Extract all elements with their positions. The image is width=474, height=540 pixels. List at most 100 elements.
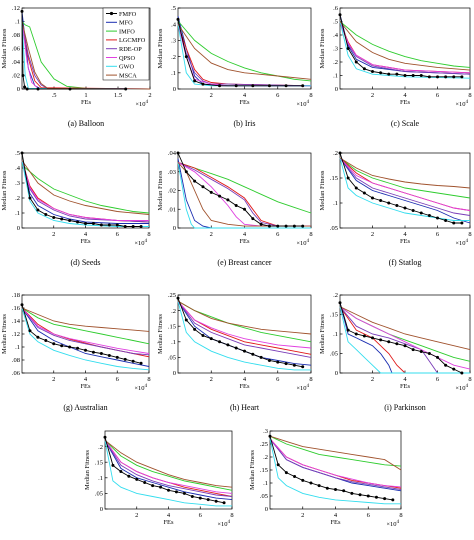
series-line-msca <box>177 300 312 335</box>
y-tick-label: .15 <box>330 175 338 182</box>
series-line-gwo <box>104 440 232 507</box>
fmfo-marker <box>292 224 296 228</box>
fmfo-marker <box>44 213 48 216</box>
fmfo-marker <box>371 196 374 200</box>
y-tick-label: .1 <box>333 73 338 80</box>
series-line-rde-op <box>339 21 471 75</box>
x-tick-label: 2 <box>52 376 55 383</box>
fmfo-marker <box>354 60 358 64</box>
panel-5: 2 4 6 8 .05 .1 .15 .2 FEs Median Fitness ×104 (f) S… <box>319 150 472 267</box>
series-line-fmfo <box>339 152 462 224</box>
panel-caption: (i) Parkinson <box>384 403 426 412</box>
series-line-lgcmfo <box>339 157 471 211</box>
x-tick-label: 4 <box>84 376 88 383</box>
fmfo-marker <box>366 494 370 498</box>
series-line-fmfo <box>177 297 303 368</box>
fmfo-marker <box>338 151 342 155</box>
fmfo-marker <box>383 497 387 501</box>
x-tick-label: 8 <box>309 231 312 238</box>
x-axis-label: FEs <box>400 99 411 106</box>
y-tick-label: .18 <box>12 292 20 299</box>
x-tick-label: 2 <box>210 376 213 383</box>
fmfo-marker <box>362 334 366 338</box>
fmfo-marker <box>452 75 456 79</box>
fmfo-marker <box>403 206 407 210</box>
x-tick-label: 8 <box>309 92 312 99</box>
panel-caption: (d) Seeds <box>71 258 101 267</box>
fmfo-marker <box>52 342 56 346</box>
fmfo-marker <box>243 207 246 211</box>
y-tick-label: .3 <box>263 428 268 435</box>
series-line-imfo <box>339 21 471 68</box>
x-tick-label: 6 <box>276 231 280 238</box>
x-tick-label: 2 <box>135 512 138 519</box>
fmfo-marker <box>371 69 374 73</box>
fmfo-marker <box>387 201 391 205</box>
series-line-fmfo <box>21 304 142 364</box>
y-tick-label: .2 <box>15 195 20 202</box>
y-axis-label: Median Fitness <box>249 450 256 490</box>
y-tick-label: .05 <box>95 491 103 498</box>
fmfo-marker <box>284 362 288 366</box>
fmfo-marker <box>460 371 464 375</box>
plot-frame <box>177 152 312 229</box>
fmfo-marker <box>358 493 362 497</box>
fmfo-marker <box>436 75 439 79</box>
legend-label: MSCA <box>119 72 137 79</box>
y-tick-label: .16 <box>12 305 21 312</box>
fmfo-marker <box>362 67 366 71</box>
fmfo-marker <box>131 225 135 228</box>
y-tick-label: .12 <box>12 5 20 12</box>
series-line-mfo <box>269 438 402 492</box>
fmfo-marker <box>379 71 383 75</box>
x-tick-label: 4 <box>334 512 338 519</box>
x-tick-label: 8 <box>468 376 471 383</box>
legend-label: FMFO <box>119 11 137 18</box>
panel-caption: (f) Statlog <box>389 258 422 267</box>
series-line-mfo <box>21 307 150 367</box>
series-line-imfo <box>177 20 312 82</box>
x-axis-label: FEs <box>80 238 91 245</box>
legend-marker <box>109 11 114 16</box>
fmfo-marker <box>301 478 305 482</box>
x-tick-label: 8 <box>147 376 150 383</box>
series-line-fmfo <box>339 302 463 374</box>
fmfo-marker <box>436 355 439 359</box>
y-tick-label: .6 <box>333 5 339 12</box>
x-exponent-label: ×104 <box>134 384 147 392</box>
x-tick-label: 6 <box>276 92 280 99</box>
x-axis-label: FEs <box>239 383 250 390</box>
fmfo-marker <box>60 217 64 221</box>
series-line-fmfo <box>177 152 303 227</box>
fmfo-marker <box>387 340 391 344</box>
series-line-mfo <box>339 302 470 374</box>
series-line-lgcmfo <box>177 300 312 355</box>
x-tick-label: 2 <box>371 376 374 383</box>
fmfo-marker <box>267 224 271 228</box>
y-axis-label: Median Fitness <box>157 314 164 354</box>
plot-frame <box>21 294 150 374</box>
fmfo-marker <box>218 340 222 344</box>
fmfo-marker <box>218 194 222 198</box>
fmfo-marker <box>151 484 155 488</box>
plot-frame <box>177 294 312 374</box>
fmfo-marker <box>452 221 456 225</box>
panel-6: 2 4 6 8 .06 .08 .1 .12 .14 .16 .18 FEs Median Fitnes… <box>1 292 151 412</box>
y-axis-label: Median Fitness <box>84 450 91 490</box>
x-tick-label: 6 <box>436 376 440 383</box>
series-line-rde-op <box>104 440 233 497</box>
x-tick-label: 6 <box>116 231 120 238</box>
y-tick-label: .2 <box>333 292 338 299</box>
y-tick-label: .2 <box>171 54 176 61</box>
fmfo-marker <box>127 474 131 478</box>
series-line-mfo <box>339 157 471 224</box>
fmfo-marker <box>444 219 448 222</box>
x-exponent-label: ×104 <box>296 384 309 392</box>
series-line-msca <box>177 23 312 80</box>
series-line-imfo <box>21 164 150 214</box>
y-tick-label: .5 <box>15 150 20 157</box>
fmfo-marker <box>452 367 456 371</box>
fmfo-marker <box>379 338 383 342</box>
fmfo-marker <box>20 303 24 307</box>
y-axis-label: Median Fitness <box>1 170 8 210</box>
